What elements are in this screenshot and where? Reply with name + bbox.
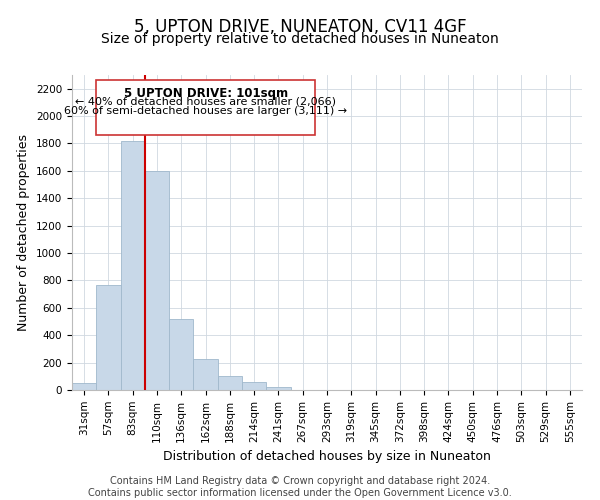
- Bar: [266, 386, 290, 390]
- Text: 60% of semi-detached houses are larger (3,111) →: 60% of semi-detached houses are larger (…: [64, 106, 347, 116]
- Y-axis label: Number of detached properties: Number of detached properties: [17, 134, 31, 331]
- Bar: [96, 284, 121, 390]
- Bar: [193, 358, 218, 390]
- Bar: [96, 80, 315, 136]
- Text: ← 40% of detached houses are smaller (2,066): ← 40% of detached houses are smaller (2,…: [75, 96, 336, 106]
- Bar: [121, 140, 145, 390]
- Bar: [72, 383, 96, 390]
- Text: Contains HM Land Registry data © Crown copyright and database right 2024.
Contai: Contains HM Land Registry data © Crown c…: [88, 476, 512, 498]
- Bar: [242, 382, 266, 390]
- X-axis label: Distribution of detached houses by size in Nuneaton: Distribution of detached houses by size …: [163, 450, 491, 463]
- Bar: [145, 171, 169, 390]
- Bar: [169, 319, 193, 390]
- Text: 5 UPTON DRIVE: 101sqm: 5 UPTON DRIVE: 101sqm: [124, 86, 287, 100]
- Text: 5, UPTON DRIVE, NUNEATON, CV11 4GF: 5, UPTON DRIVE, NUNEATON, CV11 4GF: [134, 18, 466, 36]
- Bar: [218, 376, 242, 390]
- Text: Size of property relative to detached houses in Nuneaton: Size of property relative to detached ho…: [101, 32, 499, 46]
